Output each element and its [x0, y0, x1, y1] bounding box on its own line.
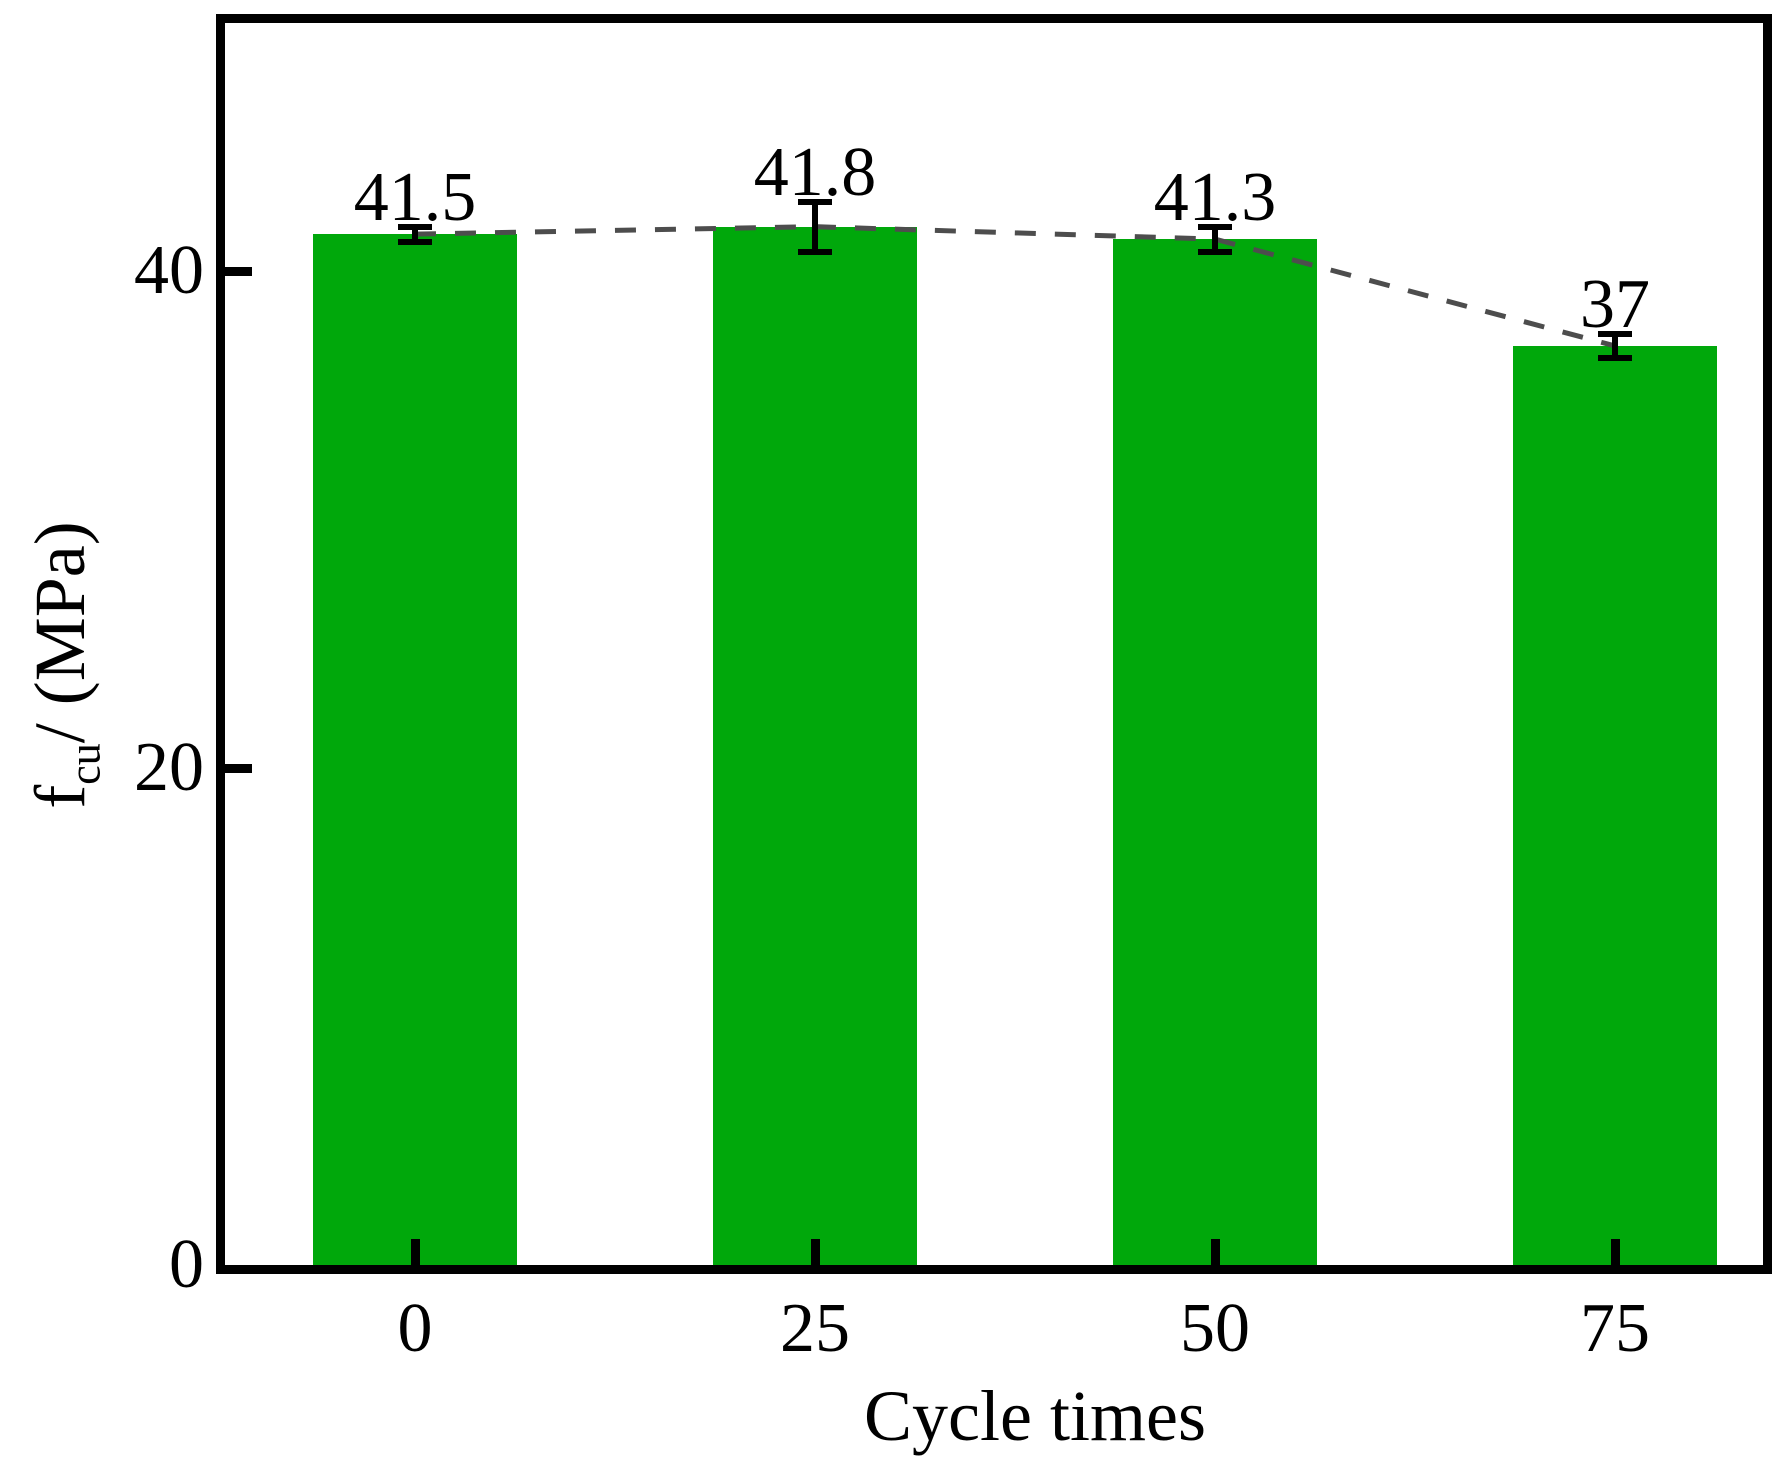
- y-axis-title: fcu/ (MPa): [20, 365, 109, 965]
- x-axis-title: Cycle times: [864, 1376, 1206, 1456]
- x-tick-label: 25: [780, 1290, 850, 1367]
- bar-value-label: 41.3: [1153, 158, 1277, 236]
- bar: [713, 226, 917, 1265]
- bar-value-label: 41.8: [753, 133, 877, 211]
- y-tick-label: 0: [169, 1226, 204, 1303]
- x-tick: [1611, 1239, 1620, 1265]
- x-tick-label: 0: [397, 1290, 433, 1367]
- bar: [313, 234, 517, 1265]
- y-tick: [225, 267, 252, 277]
- bar-value-label: 37: [1580, 265, 1650, 343]
- x-tick: [811, 1239, 820, 1265]
- y-tick-label: 40: [134, 232, 204, 310]
- bar: [1113, 239, 1317, 1265]
- error-bar-cap-bottom: [398, 238, 432, 245]
- y-axis-title-units: / (MPa): [20, 521, 100, 744]
- y-tick-label: 20: [134, 729, 204, 807]
- bar: [1513, 345, 1717, 1265]
- x-tick: [1211, 1239, 1220, 1265]
- x-tick-label: 75: [1580, 1290, 1650, 1367]
- error-bar-cap-bottom: [798, 248, 832, 255]
- x-tick-label: 50: [1180, 1290, 1250, 1367]
- error-bar-cap-bottom: [1598, 355, 1632, 362]
- error-bar-cap-top: [798, 198, 832, 205]
- y-tick: [225, 764, 252, 774]
- bar-value-label: 41.5: [353, 158, 477, 236]
- x-tick: [411, 1239, 420, 1265]
- plot-area: [216, 14, 1772, 1274]
- error-bar-cap-bottom: [1198, 248, 1232, 255]
